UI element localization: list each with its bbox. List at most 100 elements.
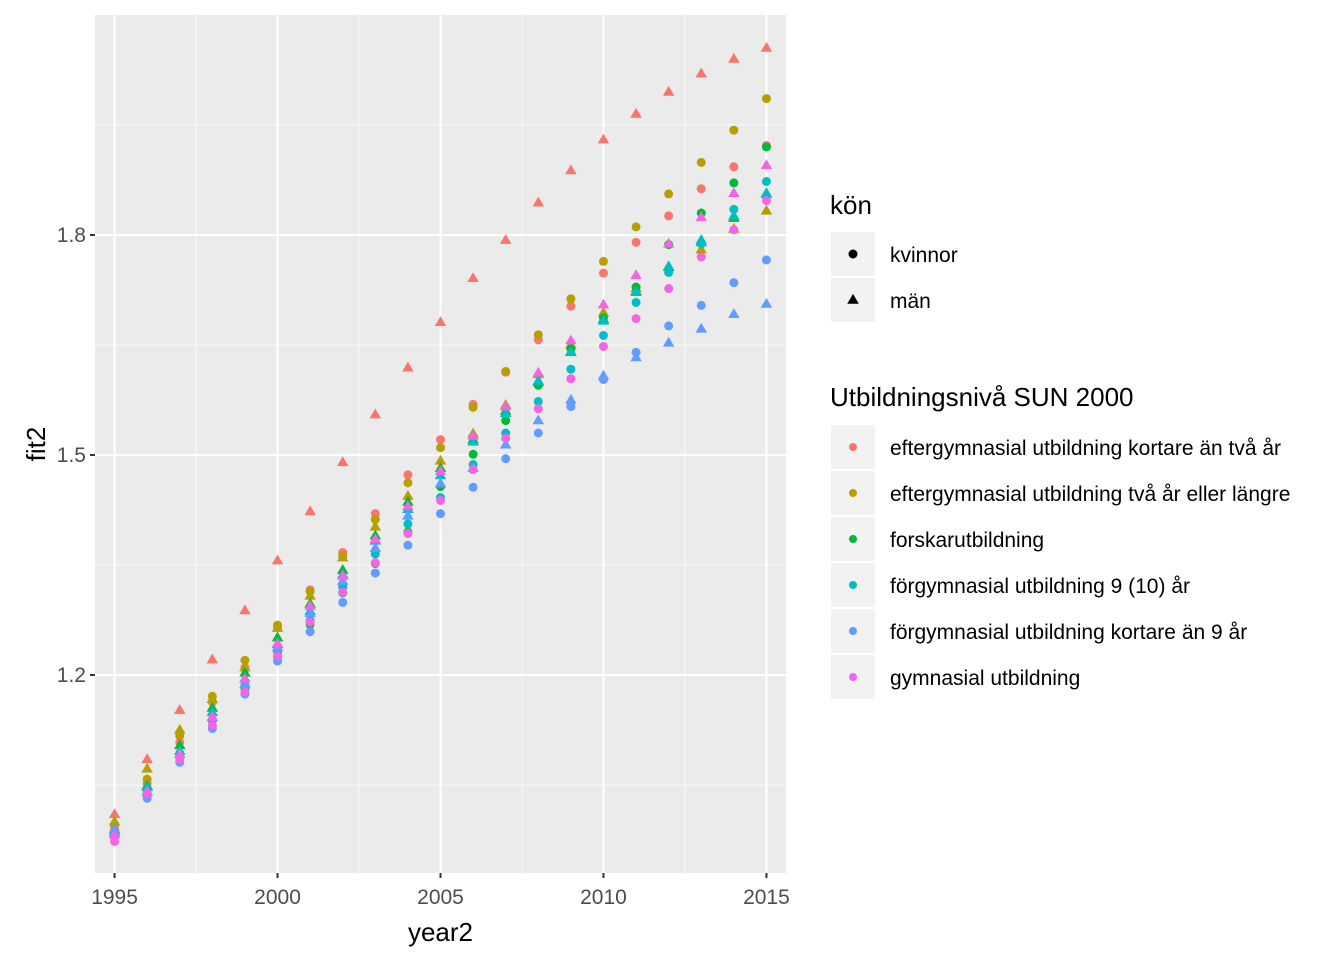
data-point-triangle: [402, 500, 414, 511]
data-point-triangle: [630, 286, 642, 296]
data-point-circle: [729, 178, 739, 188]
data-point-circle: [436, 435, 445, 445]
data-point-triangle: [532, 196, 545, 207]
data-point-triangle: [760, 204, 773, 215]
triangle-icon: [847, 293, 859, 304]
legend-color-swatch: [849, 535, 857, 543]
data-point-triangle: [532, 366, 545, 377]
legend-color-swatch: [849, 581, 857, 589]
data-point-triangle: [532, 414, 545, 425]
data-point-circle: [696, 157, 706, 167]
data-point-triangle: [141, 762, 153, 773]
data-point-circle: [533, 428, 543, 438]
data-point-triangle: [369, 542, 382, 552]
data-point-triangle: [597, 133, 610, 144]
data-point-triangle: [369, 520, 382, 531]
legend-color-label: förgymnasial utbildning 9 (10) år: [890, 575, 1190, 598]
data-point-triangle: [760, 297, 773, 308]
data-point-triangle: [728, 209, 740, 220]
data-point-triangle: [467, 435, 479, 446]
legend-color-label: eftergymnasial utbildning två år eller l…: [890, 483, 1290, 506]
data-point-triangle: [402, 361, 414, 372]
data-point-circle: [761, 94, 771, 104]
data-point-triangle: [728, 52, 740, 63]
legend-color-label: förgymnasial utbildning kortare än 9 år: [890, 621, 1247, 644]
data-point-circle: [664, 321, 674, 331]
data-point-circle: [729, 278, 739, 288]
data-point-triangle: [499, 407, 512, 417]
x-tick-label: 2005: [417, 886, 464, 909]
legend-shape-label: män: [890, 290, 931, 313]
data-point-circle: [566, 374, 576, 384]
data-point-triangle: [369, 533, 382, 544]
data-point-triangle: [304, 607, 316, 618]
data-point-circle: [533, 396, 543, 406]
data-point-triangle: [206, 693, 219, 703]
circle-icon: [848, 249, 858, 259]
data-point-circle: [761, 176, 771, 186]
data-point-triangle: [499, 400, 512, 411]
data-point-circle: [468, 402, 478, 412]
legend-shape-title: kön: [830, 190, 872, 220]
data-point-circle: [729, 125, 739, 135]
data-point-circle: [533, 404, 543, 414]
data-point-triangle: [597, 314, 610, 325]
legend-color-swatch: [849, 489, 857, 497]
data-point-circle: [370, 515, 380, 525]
data-point-triangle: [467, 429, 479, 440]
data-point-circle: [468, 465, 478, 475]
y-axis-title: fit2: [21, 427, 51, 462]
data-point-circle: [631, 297, 641, 307]
data-point-triangle: [662, 237, 675, 248]
data-point-triangle: [434, 465, 447, 475]
data-point-triangle: [239, 666, 251, 677]
data-point-triangle: [369, 408, 382, 419]
data-point-circle: [664, 189, 674, 199]
data-point-triangle: [271, 637, 284, 648]
data-point-triangle: [402, 509, 414, 520]
x-tick-label: 2000: [254, 886, 301, 909]
data-point-circle: [533, 330, 543, 340]
data-point-triangle: [304, 599, 316, 610]
data-point-circle: [370, 568, 380, 578]
data-point-triangle: [565, 164, 577, 175]
data-point-circle: [370, 558, 380, 568]
data-point-circle: [631, 314, 641, 324]
data-point-triangle: [336, 569, 349, 580]
data-point-circle: [566, 402, 576, 412]
data-point-triangle: [173, 739, 186, 750]
y-tick-label: 1.8: [57, 224, 86, 247]
data-point-circle: [761, 196, 771, 206]
data-point-circle: [110, 836, 120, 846]
data-point-circle: [598, 330, 608, 340]
data-point-circle: [761, 142, 771, 152]
data-point-triangle: [565, 334, 577, 345]
y-tick-label: 1.2: [57, 664, 86, 687]
data-point-triangle: [662, 260, 675, 271]
data-point-triangle: [695, 211, 708, 222]
data-point-circle: [403, 478, 413, 488]
data-point-circle: [729, 204, 739, 214]
data-point-triangle: [402, 489, 414, 500]
data-point-triangle: [532, 374, 545, 385]
data-point-circle: [403, 519, 413, 529]
data-point-triangle: [141, 785, 153, 796]
data-points: [108, 41, 773, 846]
data-point-circle: [696, 184, 706, 194]
data-point-triangle: [499, 438, 512, 449]
legend-color-swatch: [849, 627, 857, 635]
data-point-circle: [142, 774, 152, 784]
data-point-triangle: [271, 631, 284, 642]
legend-shape-label: kvinnor: [890, 244, 958, 267]
data-point-circle: [403, 540, 413, 550]
data-point-circle: [566, 294, 576, 304]
data-point-triangle: [108, 808, 121, 819]
data-point-triangle: [434, 477, 447, 488]
legend-color-swatch: [849, 673, 857, 681]
x-axis-title: year2: [408, 917, 473, 947]
data-point-circle: [501, 366, 511, 376]
data-point-triangle: [597, 306, 610, 317]
data-point-circle: [468, 449, 478, 459]
data-point-circle: [631, 237, 641, 247]
